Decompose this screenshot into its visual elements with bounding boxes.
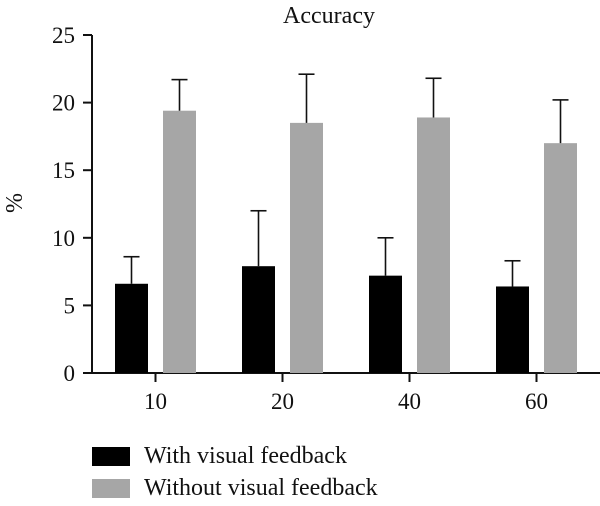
bar [290, 122, 323, 373]
bar [496, 286, 529, 373]
bar [242, 266, 275, 373]
bars-group [115, 73, 577, 373]
y-axis-label: % [2, 193, 28, 213]
bar [163, 110, 196, 373]
bar [417, 117, 450, 373]
bar [369, 275, 402, 373]
y-tick-label: 10 [52, 226, 75, 251]
y-tick-label: 5 [64, 293, 76, 318]
legend: With visual feedback Without visual feed… [92, 440, 512, 504]
y-tick-label: 20 [52, 91, 75, 116]
bar [544, 143, 577, 373]
y-tick-label: 0 [64, 361, 76, 386]
legend-item-without-feedback: Without visual feedback [92, 472, 512, 504]
x-axis: 10 20 40 60 [92, 372, 600, 414]
legend-item-with-feedback: With visual feedback [92, 440, 512, 472]
chart-title: Accuracy [283, 3, 375, 29]
legend-label-with-feedback: With visual feedback [144, 442, 347, 469]
y-tick-label: 25 [52, 23, 75, 48]
legend-label-without-feedback: Without visual feedback [144, 474, 378, 501]
x-tick-label: 60 [525, 389, 548, 414]
bar [115, 283, 148, 373]
bar-chart: Accuracy % 0 5 10 15 20 25 10 20 40 60 [2, 3, 600, 414]
x-tick-label: 10 [144, 389, 167, 414]
y-axis: 0 5 10 15 20 25 [52, 23, 93, 386]
legend-swatch-without-feedback [92, 478, 130, 498]
legend-swatch-with-feedback [92, 446, 130, 466]
x-tick-label: 40 [398, 389, 421, 414]
x-tick-label: 20 [271, 389, 294, 414]
y-tick-label: 15 [52, 158, 75, 183]
